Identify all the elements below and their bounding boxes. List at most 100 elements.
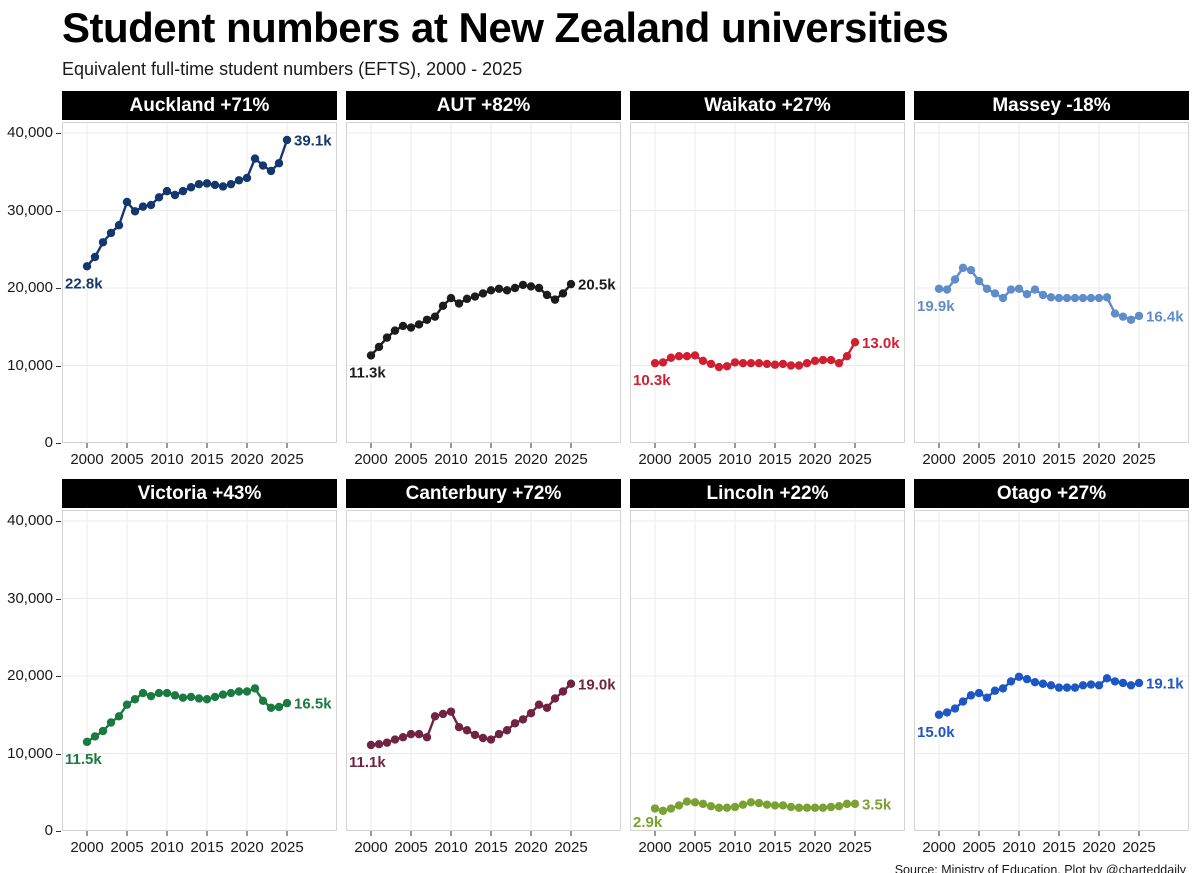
x-tick-label: 2015 <box>758 451 791 468</box>
x-tick-label: 2000 <box>638 839 671 856</box>
end-value-label: 19.0k <box>578 676 616 693</box>
x-tick-label: 2015 <box>1042 839 1075 856</box>
panel-lincoln: Lincoln +22% 2000 2005 2010 2015 2020 2025 2.9… <box>630 479 905 858</box>
x-tick-label: 2015 <box>190 839 223 856</box>
x-tick-label: 2010 <box>150 451 183 468</box>
plot-waikato: 2000 2005 2010 2015 2020 2025 10.3k 13.0k <box>630 122 905 468</box>
x-tick-label: 2010 <box>434 451 467 468</box>
panel-title-canterbury: Canterbury +72% <box>346 479 621 508</box>
panel-waikato: Waikato +27% 2000 2005 2010 2015 2020 2025 10.… <box>630 91 905 470</box>
y-tick-mark <box>56 831 61 832</box>
x-tick-label: 2025 <box>554 451 587 468</box>
y-tick-mark <box>56 753 61 755</box>
start-value-label: 19.9k <box>917 298 955 315</box>
plot-otago: 2000 2005 2010 2015 2020 2025 15.0k 19.1k <box>914 510 1189 856</box>
end-value-label: 19.1k <box>1146 675 1184 692</box>
x-tick-label: 2005 <box>678 451 711 468</box>
plot-lincoln: 2000 2005 2010 2015 2020 2025 2.9k 3.5k <box>630 510 905 856</box>
x-tick-label: 2025 <box>1122 451 1155 468</box>
start-value-label: 22.8k <box>65 275 103 292</box>
y-tick-label: 40,000 <box>7 512 53 529</box>
panel-title-auckland: Auckland +71% <box>62 91 337 120</box>
x-tick-label: 2005 <box>962 451 995 468</box>
x-tick-label: 2005 <box>962 839 995 856</box>
plot-canterbury: 2000 2005 2010 2015 2020 2025 11.1k 19.0k <box>346 510 621 856</box>
x-tick-label: 2005 <box>394 839 427 856</box>
x-tick-label: 2025 <box>554 839 587 856</box>
y-tick-mark <box>56 521 61 522</box>
source-note: Source: Ministry of Education. Plot by @… <box>894 863 1186 873</box>
y-axis-top: 40,000 30,000 20,000 10,000 0 <box>0 91 62 451</box>
y-tick-mark <box>56 443 61 444</box>
x-tick-label: 2000 <box>922 839 955 856</box>
start-value-label: 2.9k <box>633 814 663 831</box>
end-value-label: 16.4k <box>1146 308 1184 325</box>
panel-auckland: Auckland +71% 2000 2005 2010 2015 2020 2025 22… <box>62 91 337 470</box>
x-tick-label: 2025 <box>270 839 303 856</box>
end-value-label: 3.5k <box>862 796 892 813</box>
y-tick-label: 20,000 <box>7 667 53 684</box>
y-tick-mark <box>56 598 61 600</box>
x-tick-label: 2020 <box>230 839 263 856</box>
x-tick-label: 2015 <box>190 451 223 468</box>
x-tick-label: 2025 <box>270 451 303 468</box>
end-value-label: 39.1k <box>294 132 332 149</box>
y-tick-label: 20,000 <box>7 279 53 296</box>
panel-title-victoria: Victoria +43% <box>62 479 337 508</box>
x-tick-label: 2020 <box>798 451 831 468</box>
x-tick-label: 2010 <box>1002 839 1035 856</box>
x-tick-label: 2020 <box>230 451 263 468</box>
x-tick-label: 2020 <box>1082 839 1115 856</box>
x-tick-label: 2010 <box>434 839 467 856</box>
x-tick-label: 2005 <box>110 839 143 856</box>
panel-title-lincoln: Lincoln +22% <box>630 479 905 508</box>
x-tick-label: 2005 <box>110 451 143 468</box>
x-tick-label: 2020 <box>1082 451 1115 468</box>
x-tick-label: 2015 <box>474 839 507 856</box>
panel-aut: AUT +82% 2000 2005 2010 2015 2020 2025 11.3k 20… <box>346 91 621 470</box>
panel-victoria: Victoria +43% 2000 2005 2010 2015 2020 2025 11… <box>62 479 337 858</box>
y-tick-label: 30,000 <box>7 589 53 607</box>
x-tick-label: 2000 <box>354 451 387 468</box>
y-tick-mark <box>56 288 61 289</box>
x-tick-label: 2000 <box>638 451 671 468</box>
chart-title: Student numbers at New Zealand universit… <box>62 4 949 51</box>
plot-massey: 2000 2005 2010 2015 2020 2025 19.9k 16.4k <box>914 122 1189 468</box>
start-value-label: 11.5k <box>65 751 102 768</box>
plot-auckland: 2000 2005 2010 2015 2020 2025 22.8k 39.1k <box>62 122 337 468</box>
x-tick-label: 2010 <box>1002 451 1035 468</box>
y-tick-mark <box>56 676 61 677</box>
end-value-label: 16.5k <box>294 696 332 713</box>
x-tick-label: 2020 <box>514 839 547 856</box>
plot-victoria: 2000 2005 2010 2015 2020 2025 11.5k 16.5k <box>62 510 337 856</box>
panel-row-top: 40,000 30,000 20,000 10,000 0 Auckland +71% … <box>0 91 1200 470</box>
y-tick-mark <box>56 210 61 212</box>
x-tick-label: 2005 <box>394 451 427 468</box>
x-tick-label: 2010 <box>718 451 751 468</box>
x-tick-label: 2025 <box>838 451 871 468</box>
x-tick-label: 2025 <box>1122 839 1155 856</box>
panel-canterbury: Canterbury +72% 2000 2005 2010 2015 2020 2025… <box>346 479 621 858</box>
x-tick-label: 2010 <box>718 839 751 856</box>
panel-massey: Massey -18% 2000 2005 2010 2015 2020 2025 19.9… <box>914 91 1189 470</box>
end-value-label: 20.5k <box>578 277 616 294</box>
x-tick-label: 2020 <box>514 451 547 468</box>
y-axis-bottom: 40,000 30,000 20,000 10,000 0 <box>0 479 62 839</box>
panel-title-otago: Otago +27% <box>914 479 1189 508</box>
panel-otago: Otago +27% 2000 2005 2010 2015 2020 2025 15.0k… <box>914 479 1189 858</box>
chart-subtitle: Equivalent full-time student numbers (EF… <box>62 59 523 79</box>
end-value-label: 13.0k <box>862 335 900 352</box>
x-tick-label: 2025 <box>838 839 871 856</box>
x-tick-label: 2015 <box>474 451 507 468</box>
x-tick-label: 2000 <box>922 451 955 468</box>
x-tick-label: 2000 <box>70 451 103 468</box>
panel-title-aut: AUT +82% <box>346 91 621 120</box>
y-tick-label: 0 <box>44 822 53 839</box>
x-tick-label: 2010 <box>150 839 183 856</box>
y-tick-label: 0 <box>44 434 53 451</box>
start-value-label: 15.0k <box>917 724 955 741</box>
y-tick-label: 10,000 <box>7 744 53 762</box>
y-tick-mark <box>56 133 61 134</box>
panel-row-bottom: 40,000 30,000 20,000 10,000 0 Victoria +43% … <box>0 479 1200 858</box>
